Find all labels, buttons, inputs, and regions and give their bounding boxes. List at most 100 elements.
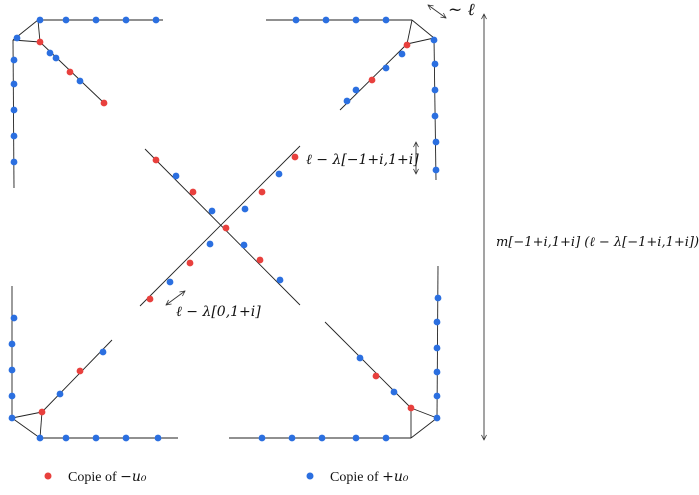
center-line-b-red-dot	[186, 259, 194, 267]
bottom-left-diagonal-blue-dot	[56, 390, 64, 398]
top-left-horizontal-blue-dot	[36, 16, 44, 24]
bottom-left-horizontal-blue-dot	[62, 434, 70, 442]
bottom-left-corner-link	[11, 417, 41, 439]
top-right-corner-link	[411, 19, 435, 39]
top-left-corner-link	[37, 19, 41, 43]
center-diagonal-line-a	[144, 148, 301, 306]
top-right-diagonal-blue-dot	[343, 97, 351, 105]
top-left-diagonal-red-dot	[36, 38, 44, 46]
bottom-right-diagonal-red-dot	[372, 372, 380, 380]
bottom-right-horizontal-blue-dot	[288, 434, 296, 442]
center-line-b-blue-dot	[166, 278, 174, 286]
top-left-vertical-blue-dot	[10, 56, 18, 64]
top-left-horizontal-blue-dot	[122, 16, 130, 24]
top-left-horizontal-blue-dot	[62, 16, 70, 24]
top-left-diagonal-blue-dot	[46, 49, 54, 57]
center-line-a-blue-dot	[240, 241, 248, 249]
center-line-a-red-dot	[152, 156, 160, 164]
center-line-b-red-dot	[291, 153, 299, 161]
top-right-corner-link	[406, 37, 435, 45]
top-right-vertical-line	[433, 37, 437, 181]
top-left-diagonal-blue-dot	[76, 77, 84, 85]
bottom-right-diagonal-blue-dot	[390, 388, 398, 396]
bottom-left-vertical-blue-dot	[8, 414, 16, 422]
bottom-right-horizontal-blue-dot	[258, 434, 266, 442]
legend-blue-dot	[306, 472, 314, 480]
top-left-horizontal-blue-dot	[92, 16, 100, 24]
top-left-vertical-blue-dot	[10, 132, 18, 140]
bottom-left-corner-link	[11, 411, 43, 419]
bottom-left-vertical-blue-dot	[8, 366, 16, 374]
bottom-left-vertical-blue-dot	[8, 392, 16, 400]
diag-bottom-label: ℓ − λ[0,1+i]	[176, 304, 261, 320]
center-line-a-red-dot	[189, 188, 197, 196]
legend-blue-math: +u₀	[382, 469, 409, 485]
legend-red-prefix: Copie of	[68, 470, 120, 485]
center-line-b-red-dot	[146, 295, 154, 303]
bottom-right-horizontal-blue-dot	[318, 434, 326, 442]
center-line-a-blue-dot	[208, 207, 216, 215]
top-left-diagonal-blue-dot	[52, 54, 60, 62]
center-line-b-blue-dot	[275, 170, 283, 178]
top-left-diagonal-red-dot	[100, 99, 108, 107]
top-right-horizontal-blue-dot	[382, 16, 390, 24]
legend-blue-text: Copie of +u₀	[330, 469, 409, 485]
top-right-vertical-blue-dot	[432, 166, 440, 174]
bottom-left-horizontal-blue-dot	[122, 434, 130, 442]
top-right-vertical-blue-dot	[432, 138, 440, 146]
bottom-left-vertical-blue-dot	[10, 314, 18, 322]
center-line-a-blue-dot	[276, 276, 284, 284]
diagram-dots	[8, 16, 442, 442]
center-line-a-blue-dot	[172, 172, 180, 180]
bottom-right-vertical-blue-dot	[434, 294, 442, 302]
bottom-left-horizontal-blue-dot	[36, 434, 44, 442]
top-right-horizontal-blue-dot	[292, 16, 300, 24]
bottom-left-diagonal-red-dot	[76, 367, 84, 375]
bottom-right-vertical-blue-dot	[433, 392, 441, 400]
bottom-left-diagonal-red-dot	[38, 408, 46, 416]
bottom-right-corner-link	[410, 417, 438, 439]
top-right-horizontal-blue-dot	[322, 16, 330, 24]
top-left-vertical-blue-dot	[10, 106, 18, 114]
top-right-scale-arrow	[428, 5, 446, 18]
center-line-b-blue-dot	[241, 205, 249, 213]
top-right-vertical-blue-dot	[431, 86, 439, 94]
top-right-vertical-blue-dot	[430, 36, 438, 44]
top-right-diagonal-blue-dot	[398, 50, 406, 58]
top-right-horizontal-blue-dot	[352, 16, 360, 24]
bottom-right-diagonal-red-dot	[407, 404, 415, 412]
top-left-diagonal-red-dot	[66, 68, 74, 76]
top-right-diagonal-blue-dot	[382, 64, 390, 72]
center-line-b-red-dot	[258, 188, 266, 196]
top-left-vertical-blue-dot	[10, 158, 18, 166]
diag-bottom-arrow	[166, 291, 185, 305]
legend-red-text: Copie of −u₀	[68, 469, 147, 485]
top-right-vertical-blue-dot	[431, 60, 439, 68]
legend-red-dot	[44, 472, 52, 480]
center-diagonal-line-b	[139, 145, 301, 307]
bottom-right-horizontal-blue-dot	[382, 434, 390, 442]
diag-top-label: ℓ − λ[−1+i,1+i]	[306, 152, 419, 168]
center-line-b-blue-dot	[206, 240, 214, 248]
legend-blue-prefix: Copie of	[330, 470, 382, 485]
bottom-right-horizontal-blue-dot	[352, 434, 360, 442]
bottom-right-vertical-blue-dot	[433, 368, 441, 376]
side-dimension-label: m[−1+i,1+i] (ℓ − λ[−1+i,1+i])	[496, 235, 699, 250]
top-right-scale-label: ~ ℓ	[448, 0, 475, 20]
legend-red-math: −u₀	[120, 469, 147, 485]
top-right-diagonal-red-dot	[368, 76, 376, 84]
center-line-a-red-dot	[256, 256, 264, 264]
center-line-a-red-dot	[222, 224, 230, 232]
bottom-right-corner-link	[410, 407, 438, 419]
top-right-corner-link	[406, 19, 413, 45]
bottom-right-diagonal-line	[324, 321, 412, 409]
bottom-right-vertical-blue-dot	[433, 344, 441, 352]
bottom-left-corner-link	[39, 411, 43, 439]
top-left-horizontal-blue-dot	[152, 16, 160, 24]
bottom-right-vertical-blue-dot	[433, 414, 441, 422]
bottom-left-horizontal-blue-dot	[92, 434, 100, 442]
top-right-diagonal-blue-dot	[352, 86, 360, 94]
bottom-right-diagonal-blue-dot	[356, 354, 364, 362]
top-right-diagonal-red-dot	[403, 41, 411, 49]
